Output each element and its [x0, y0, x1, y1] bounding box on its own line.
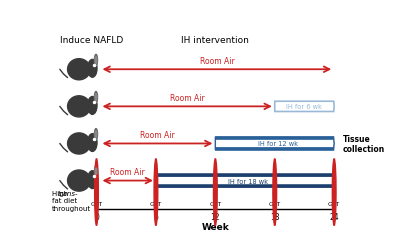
- Text: 18: 18: [270, 212, 280, 221]
- Ellipse shape: [94, 129, 98, 140]
- Ellipse shape: [88, 171, 97, 189]
- Text: GTT: GTT: [90, 202, 103, 207]
- Ellipse shape: [95, 57, 97, 64]
- Polygon shape: [216, 140, 334, 147]
- Ellipse shape: [88, 60, 97, 78]
- Text: GTT: GTT: [209, 202, 222, 207]
- Polygon shape: [215, 137, 334, 150]
- Text: 6: 6: [154, 212, 158, 221]
- Ellipse shape: [94, 55, 98, 66]
- Text: 24: 24: [329, 212, 339, 221]
- Ellipse shape: [68, 97, 90, 117]
- Circle shape: [95, 159, 98, 226]
- Text: Tissue
collection: Tissue collection: [342, 134, 385, 153]
- Text: Room Air: Room Air: [140, 130, 175, 139]
- Circle shape: [154, 159, 158, 226]
- Ellipse shape: [68, 59, 90, 80]
- Text: GTT: GTT: [269, 202, 281, 207]
- Text: IH for 6 wk: IH for 6 wk: [286, 104, 322, 110]
- Ellipse shape: [94, 166, 98, 177]
- Polygon shape: [95, 192, 98, 199]
- Ellipse shape: [88, 97, 97, 115]
- Ellipse shape: [95, 94, 97, 101]
- Text: IH intervention: IH intervention: [181, 36, 249, 45]
- Text: 0: 0: [94, 212, 99, 221]
- Text: High: High: [52, 190, 70, 196]
- Polygon shape: [214, 192, 217, 199]
- Text: trans-: trans-: [58, 190, 78, 196]
- Ellipse shape: [68, 133, 90, 154]
- Text: IH for 18 wk: IH for 18 wk: [228, 178, 268, 184]
- Ellipse shape: [95, 131, 97, 138]
- Circle shape: [273, 159, 277, 226]
- Text: Room Air: Room Air: [110, 167, 145, 176]
- Polygon shape: [333, 192, 336, 199]
- Text: GTT: GTT: [150, 202, 162, 207]
- Ellipse shape: [68, 170, 90, 191]
- Text: Room Air: Room Air: [170, 93, 204, 102]
- Text: IH for 12 wk: IH for 12 wk: [258, 141, 298, 147]
- Text: Room Air: Room Air: [200, 56, 234, 65]
- Text: Induce NAFLD: Induce NAFLD: [60, 36, 124, 45]
- Text: fat diet: fat diet: [52, 198, 77, 204]
- Ellipse shape: [94, 92, 98, 103]
- Ellipse shape: [88, 134, 97, 152]
- Polygon shape: [156, 174, 334, 187]
- Circle shape: [332, 159, 336, 226]
- Text: GTT: GTT: [328, 202, 340, 207]
- Text: Week: Week: [202, 223, 229, 231]
- Polygon shape: [156, 177, 334, 184]
- Text: throughout: throughout: [52, 205, 91, 211]
- Circle shape: [214, 159, 217, 226]
- Polygon shape: [274, 192, 276, 199]
- Polygon shape: [154, 192, 157, 199]
- Ellipse shape: [95, 168, 97, 175]
- Text: 12: 12: [210, 212, 220, 221]
